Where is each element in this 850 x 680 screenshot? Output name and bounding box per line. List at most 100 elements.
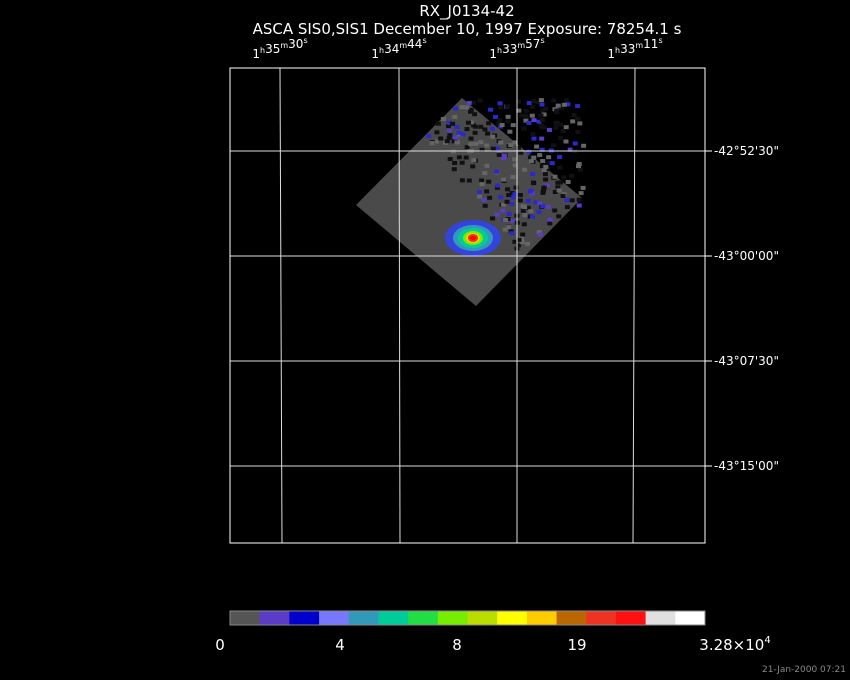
colorbar-segment xyxy=(348,611,379,625)
pixel xyxy=(482,171,488,176)
ra-unit: m xyxy=(635,41,643,50)
pixel xyxy=(553,120,559,125)
pixel xyxy=(536,119,542,124)
ra-unit: s xyxy=(658,36,662,45)
pixel xyxy=(473,141,479,146)
pixel xyxy=(537,232,543,237)
pixel xyxy=(549,161,555,166)
pixel xyxy=(555,185,561,190)
colorbar-segment xyxy=(675,611,706,625)
pixel xyxy=(498,140,504,145)
pixel xyxy=(571,113,577,118)
dec-label: -43°15'00" xyxy=(714,459,779,473)
pixel xyxy=(525,241,531,246)
pixel xyxy=(468,142,474,147)
pixel xyxy=(509,201,515,206)
pixel xyxy=(490,134,496,139)
pixel xyxy=(558,135,564,140)
pixel xyxy=(533,200,539,205)
pixel xyxy=(478,140,484,145)
pixel xyxy=(481,198,487,202)
pixel xyxy=(575,104,581,109)
pixel xyxy=(539,147,545,152)
pixel xyxy=(512,163,518,168)
pixel xyxy=(434,130,440,135)
ra-unit: s xyxy=(303,36,307,45)
pixel xyxy=(530,132,536,136)
pixel xyxy=(528,155,533,160)
pixel xyxy=(460,132,466,137)
ra-value: 34 xyxy=(384,42,399,56)
pixel xyxy=(545,204,551,209)
ra-value: 1 xyxy=(371,47,379,61)
pixel xyxy=(554,108,560,113)
pixel xyxy=(471,158,477,163)
pixel xyxy=(517,193,523,197)
pixel xyxy=(531,181,537,186)
pixel xyxy=(552,174,558,179)
pixel xyxy=(453,135,459,140)
pixel xyxy=(495,183,501,188)
pixel xyxy=(507,129,513,134)
pixel xyxy=(531,118,537,123)
pixel xyxy=(564,198,570,203)
ra-value: 33 xyxy=(620,42,635,56)
pixel xyxy=(572,141,578,146)
pixel xyxy=(516,237,522,242)
pixel xyxy=(472,130,478,135)
pixel xyxy=(518,150,524,155)
ra-label: 1h34m44s xyxy=(371,36,426,61)
pixel xyxy=(444,139,450,144)
pixel xyxy=(468,109,473,114)
pixel xyxy=(450,121,456,126)
pixel xyxy=(435,121,441,126)
pixel xyxy=(546,155,552,160)
pixel xyxy=(578,191,584,196)
pixel xyxy=(505,119,511,124)
pixel xyxy=(509,231,515,236)
pixel xyxy=(494,185,500,190)
ra-unit: h xyxy=(497,46,502,55)
pixel xyxy=(525,199,531,203)
ra-value: 57 xyxy=(525,37,540,51)
pixel xyxy=(477,190,483,195)
pixel xyxy=(526,101,532,105)
pixel xyxy=(456,130,462,135)
pixel xyxy=(490,216,496,221)
pixel xyxy=(546,160,552,165)
source xyxy=(470,236,476,240)
pixel xyxy=(527,189,533,194)
pixel xyxy=(547,221,553,226)
pixel xyxy=(537,153,543,158)
pixel xyxy=(540,190,546,195)
pixel xyxy=(551,143,557,148)
pixel xyxy=(504,199,510,204)
pixel xyxy=(545,183,551,188)
pixel xyxy=(539,164,545,169)
pixel xyxy=(440,117,446,121)
pixel xyxy=(498,105,504,110)
ra-value: 35 xyxy=(265,42,280,56)
pixel xyxy=(490,126,495,131)
pixel xyxy=(541,188,546,193)
pixel xyxy=(560,194,566,198)
colorbar-label: 8 xyxy=(452,636,462,654)
pixel xyxy=(516,108,522,113)
pixel xyxy=(570,119,576,124)
pixel xyxy=(466,120,471,125)
pixel xyxy=(484,143,490,148)
pixel xyxy=(563,139,569,144)
pixel xyxy=(464,145,470,150)
pixel xyxy=(468,136,474,141)
colorbar-segment xyxy=(526,611,558,625)
pixel xyxy=(466,178,472,183)
pixel xyxy=(506,193,512,197)
pixel xyxy=(520,232,526,237)
pixel xyxy=(501,153,507,158)
dec-label: -42°52'30" xyxy=(714,144,779,158)
frame xyxy=(229,67,706,544)
dec-label: -43°07'30" xyxy=(714,354,779,368)
pixel xyxy=(529,105,535,109)
pixel xyxy=(486,121,492,126)
pixel xyxy=(478,124,484,129)
